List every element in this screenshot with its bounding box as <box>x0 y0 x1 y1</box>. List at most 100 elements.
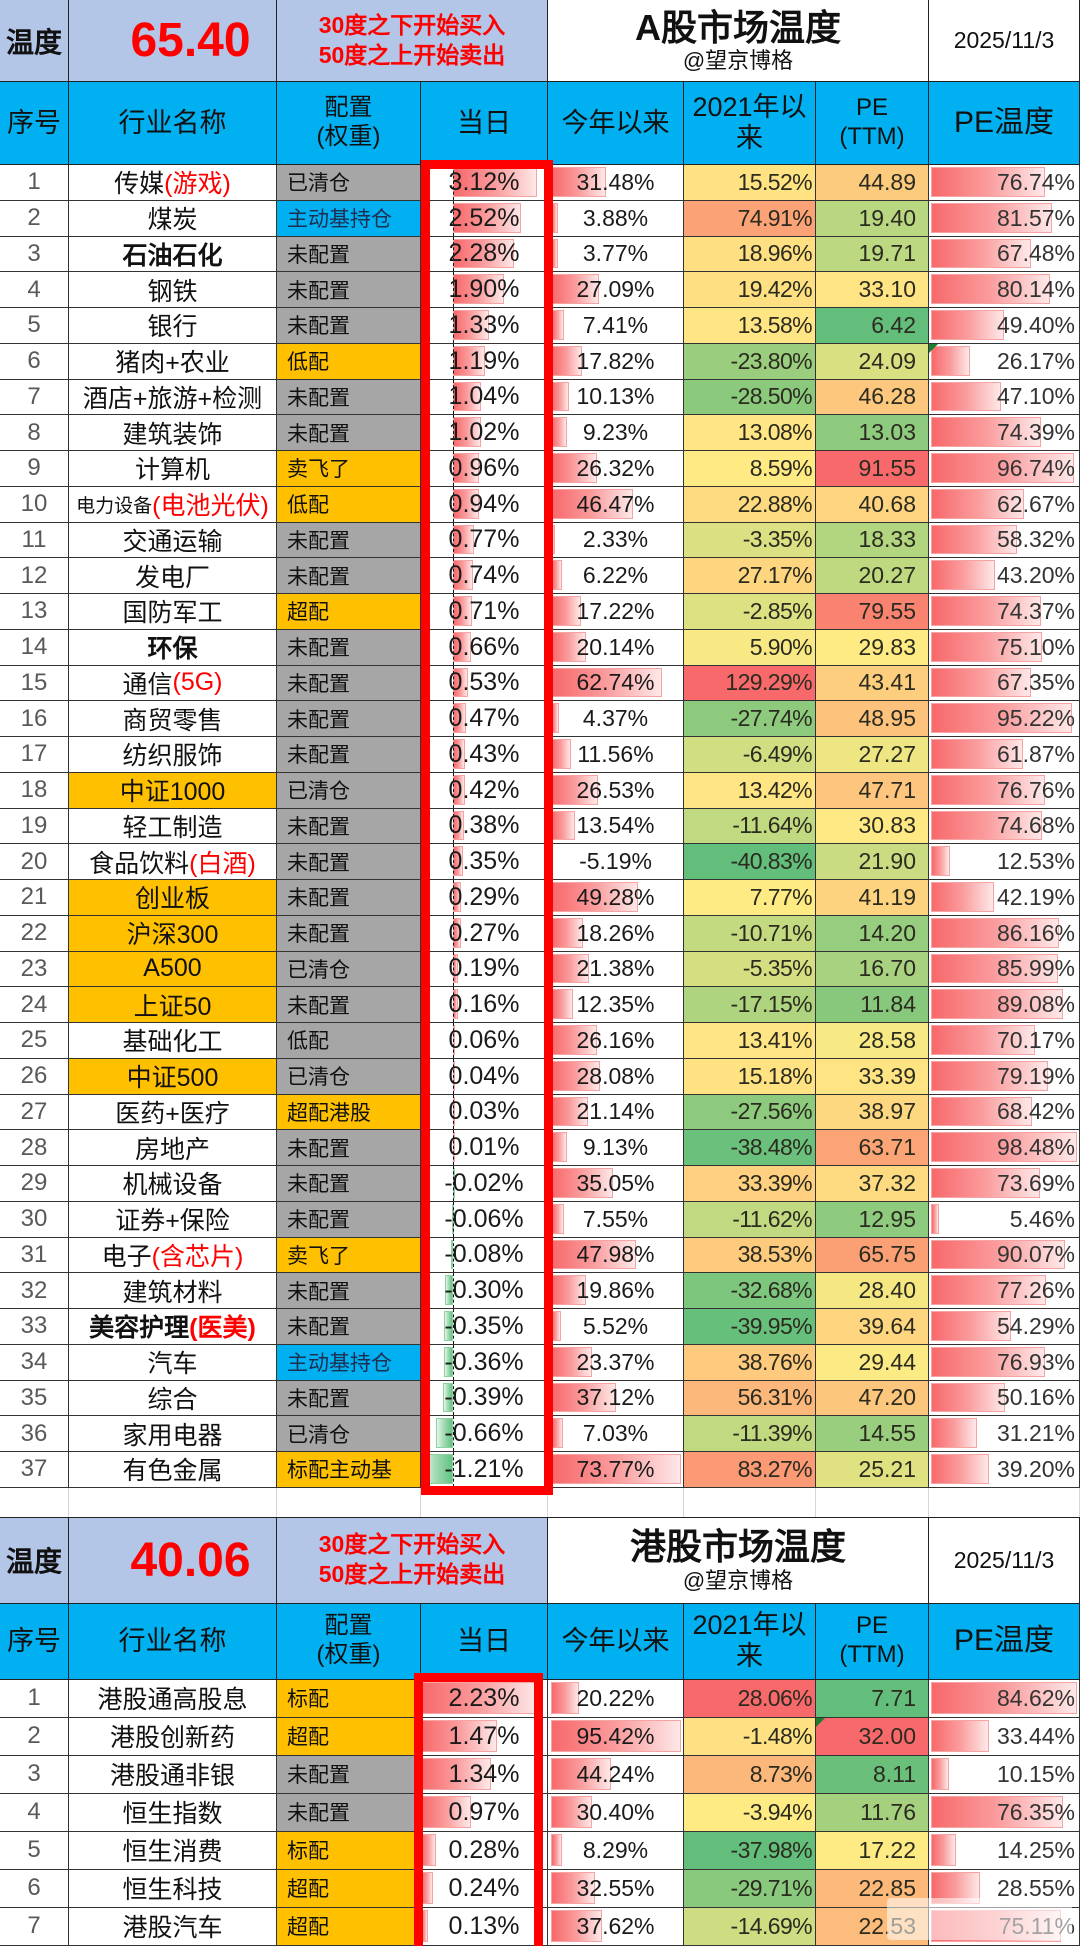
since-2021-cell: -14.69% <box>684 1907 816 1946</box>
data-bar-axis <box>453 558 455 593</box>
data-bar-area <box>551 1757 681 1790</box>
ytd-change-value: 35.05% <box>576 1169 655 1196</box>
since-2021-value: 7.77% <box>749 883 813 910</box>
industry-name-note: (5G) <box>172 668 223 697</box>
industry-name-cell: 轻工制造 <box>69 808 277 845</box>
pe-ttm-value: 30.83 <box>858 812 916 839</box>
industry-name-cell: 计算机 <box>69 451 277 487</box>
data-bar <box>931 703 1073 733</box>
since-2021-cell: -40.83% <box>684 844 816 880</box>
table-title-cell: 港股市场温度 @望京博格 <box>548 1517 929 1604</box>
ytd-change-value: 10.13% <box>576 383 655 410</box>
industry-name: A500 <box>143 954 202 983</box>
industry-name: 基础化工 <box>122 1028 223 1057</box>
pe-ttm-cell: 21.90 <box>816 844 929 880</box>
since-2021-cell: -27.56% <box>684 1094 816 1131</box>
allocation-badge: 未配置 <box>277 1130 421 1166</box>
data-bar-axis <box>453 1452 455 1487</box>
daily-change-value: 1.90% <box>448 275 520 304</box>
pe-temperature-cell: 5.46% <box>929 1201 1080 1238</box>
daily-change-value: 1.34% <box>448 1759 520 1788</box>
ytd-change-value: 44.24% <box>576 1760 655 1787</box>
since-2021-cell: -27.74% <box>684 701 816 737</box>
data-bar <box>551 1795 593 1828</box>
since-2021-cell: -23.80% <box>684 343 816 380</box>
data-bar <box>551 703 559 733</box>
row-number: 6 <box>0 1869 69 1908</box>
trading-rule: 30度之下开始买入 50度之上开始卖出 <box>277 1517 548 1604</box>
row-number: 20 <box>0 844 69 880</box>
data-bar-area <box>931 596 1077 626</box>
pe-temperature-cell: 39.20% <box>929 1452 1080 1488</box>
data-bar-area <box>931 1060 1077 1091</box>
pe-ttm-value: 22.85 <box>858 1874 916 1901</box>
pe-ttm-value: 79.55 <box>858 597 916 624</box>
data-bar <box>551 1168 613 1198</box>
pe-temperature-value: 85.99% <box>996 955 1075 982</box>
pe-temperature-cell: 47.10% <box>929 379 1080 416</box>
pe-temperature-value: 14.25% <box>996 1836 1075 1863</box>
row-number: 5 <box>0 1831 69 1870</box>
data-bar-area <box>551 167 681 197</box>
daily-change-cell: 0.71% <box>421 594 548 630</box>
data-bar-area <box>421 844 537 879</box>
pe-ttm-cell: 43.41 <box>816 665 929 702</box>
data-bar-area <box>551 1795 681 1828</box>
industry-name: 建筑装饰 <box>122 420 223 449</box>
pe-ttm-cell: 20.27 <box>816 558 929 594</box>
data-bar-area <box>421 1380 537 1416</box>
data-bar-area <box>931 488 1077 519</box>
data-bar-area <box>421 1757 537 1790</box>
row-number: 14 <box>0 629 69 666</box>
daily-change-value: 0.74% <box>448 561 520 590</box>
since-2021-value: 74.91% <box>737 204 813 231</box>
column-header-allocation: 配置 (权重) <box>277 1603 421 1680</box>
pe-ttm-value: 11.84 <box>860 991 916 1018</box>
daily-change-cell: 0.94% <box>421 486 548 523</box>
ytd-change-cell: 2.33% <box>548 522 684 559</box>
row-number: 3 <box>0 236 69 273</box>
data-bar <box>931 739 1023 769</box>
row-number: 10 <box>0 486 69 523</box>
data-bar <box>551 1454 681 1484</box>
industry-name-cell: 恒生指数 <box>69 1793 277 1832</box>
pe-ttm-value: 28.58 <box>858 1026 916 1053</box>
row-number: 11 <box>0 522 69 559</box>
data-bar-axis <box>453 379 455 415</box>
data-bar-area <box>421 272 537 307</box>
table-row: 16 商贸零售 未配置 0.47% 4.37% -27.74% 48.95 <box>0 701 1080 737</box>
data-bar <box>551 1871 596 1904</box>
table-row: 21 创业板 未配置 0.29% 49.28% 7.77% 41.19 <box>0 880 1080 916</box>
spacer-cell <box>277 1487 421 1517</box>
data-bar <box>931 381 1001 412</box>
industry-name-cell: 发电厂 <box>69 558 277 594</box>
spacer-cell <box>684 1487 816 1517</box>
industry-name-cell: 电力设备 (电池光伏) <box>69 486 277 523</box>
pe-temperature-value: 76.76% <box>996 776 1075 803</box>
data-bar-area <box>421 951 537 987</box>
column-header-allocation: 配置 (权重) <box>277 82 421 165</box>
data-bar-axis <box>453 1273 455 1308</box>
pe-ttm-value: 16.70 <box>858 955 916 982</box>
industry-name: 商贸零售 <box>122 706 223 735</box>
table-title-row: 温度 65.40 30度之下开始买入 50度之上开始卖出 A股市场温度 @望京博… <box>0 0 1080 82</box>
industry-name-cell: 机械设备 <box>69 1166 277 1202</box>
data-bar <box>421 1719 498 1752</box>
ytd-change-cell: 8.29% <box>548 1831 684 1870</box>
pe-temperature-cell: 54.29% <box>929 1309 1080 1345</box>
pe-ttm-value: 48.95 <box>858 705 916 732</box>
allocation-badge: 未配置 <box>277 558 421 594</box>
industry-name: 建筑材料 <box>122 1278 223 1307</box>
data-bar-axis <box>453 987 455 1022</box>
pe-temperature-value: 74.37% <box>996 597 1075 624</box>
table-row: 8 建筑装饰 未配置 1.02% 9.23% 13.08% 13.03 <box>0 415 1080 451</box>
allocation-badge: 未配置 <box>277 1380 421 1417</box>
ytd-change-cell: 3.88% <box>548 200 684 237</box>
pe-ttm-cell: 65.75 <box>816 1237 929 1274</box>
daily-change-cell: 0.66% <box>421 629 548 666</box>
row-number: 9 <box>0 451 69 487</box>
table-row: 1 传媒 (游戏) 已清仓 3.12% 31.48% 15.52% 44.89 <box>0 165 1080 201</box>
data-bar <box>551 560 562 590</box>
daily-change-cell: 3.12% <box>421 165 548 201</box>
pe-temperature-value: 26.17% <box>996 347 1075 374</box>
